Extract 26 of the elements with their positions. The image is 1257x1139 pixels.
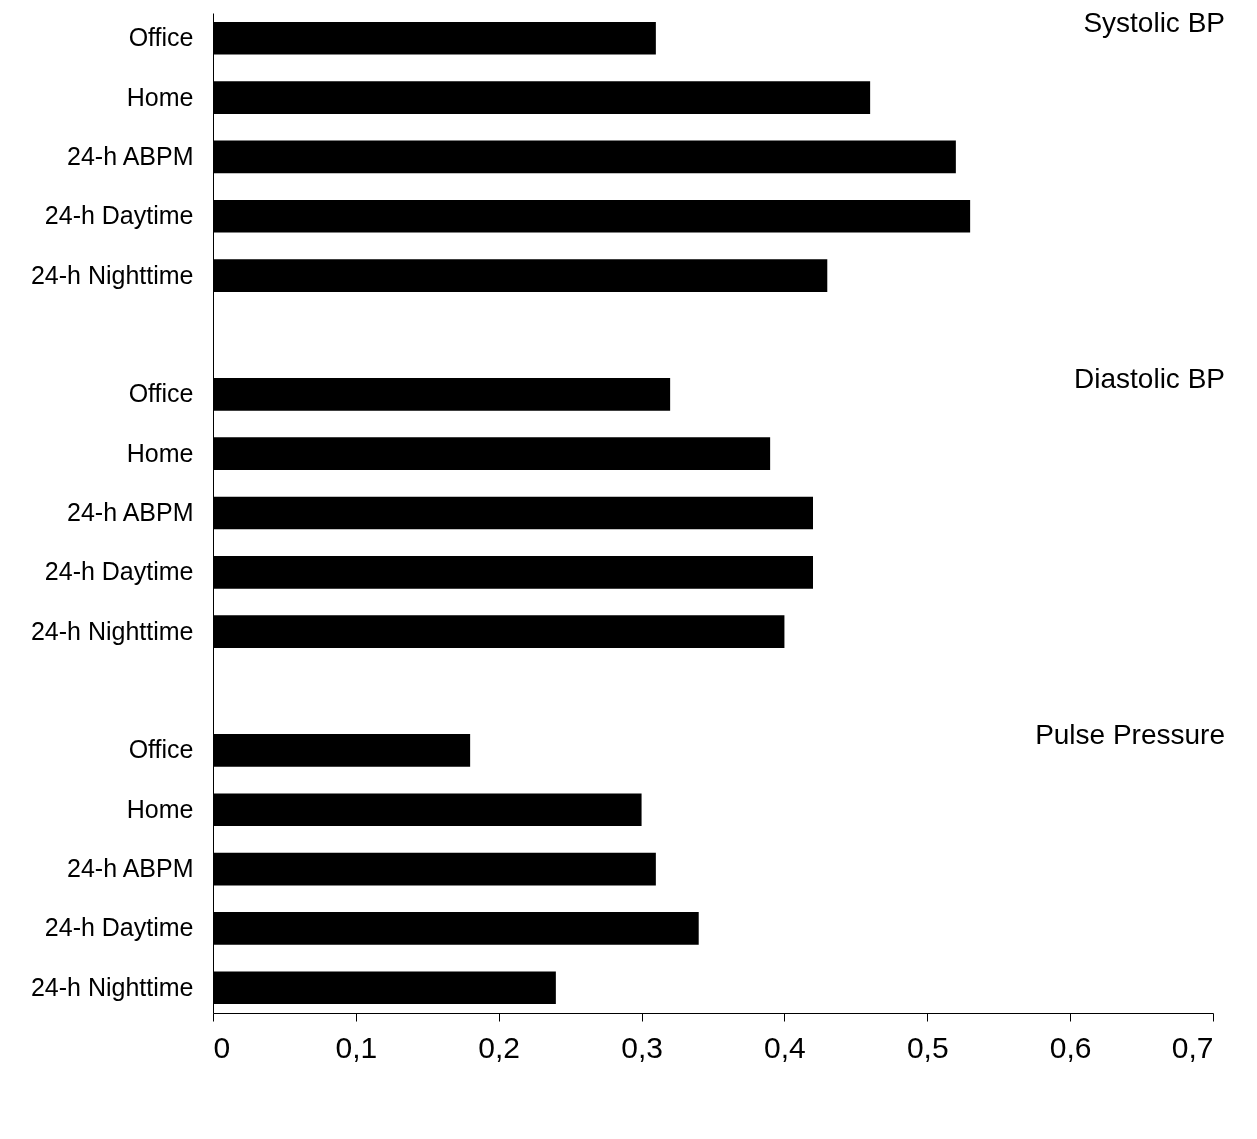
y-tick-label: 24-h ABPM <box>67 854 194 883</box>
annotation: Diastolic BP <box>1074 363 1225 395</box>
y-tick-label: 24-h Nighttime <box>30 616 194 645</box>
y-tick-label: Office <box>128 735 194 764</box>
y-tick-label: 24-h Daytime <box>44 557 194 586</box>
annotation: Pulse Pressure <box>1035 719 1225 751</box>
x-tick-label: 0 <box>213 1030 231 1064</box>
y-tick-label: Office <box>128 23 194 52</box>
x-tick-label: 0,7 <box>1171 1030 1214 1064</box>
x-tick-label: 0,3 <box>621 1030 663 1064</box>
y-tick-label: Office <box>128 379 194 408</box>
annotation: Systolic BP <box>1083 7 1225 39</box>
x-tick-label: 0,5 <box>906 1030 949 1064</box>
y-tick-label: 24-h Nighttime <box>30 260 194 289</box>
y-tick-label: 24-h Daytime <box>44 913 194 942</box>
y-tick-label: 24-h ABPM <box>67 498 194 526</box>
y-tick-label: Home <box>126 794 194 823</box>
x-tick-label: 0,4 <box>764 1030 806 1064</box>
y-tick-label: 24-h ABPM <box>67 141 194 170</box>
x-tick-label: 0,1 <box>335 1030 378 1064</box>
x-tick-label: 0,2 <box>478 1030 521 1064</box>
y-tick-label: Home <box>126 438 194 467</box>
y-tick-label: 24-h Nighttime <box>30 972 194 1001</box>
y-tick-label: 24-h Daytime <box>44 201 194 230</box>
y-tick-label: Home <box>126 82 194 111</box>
x-tick-label: 0,6 <box>1049 1030 1092 1064</box>
